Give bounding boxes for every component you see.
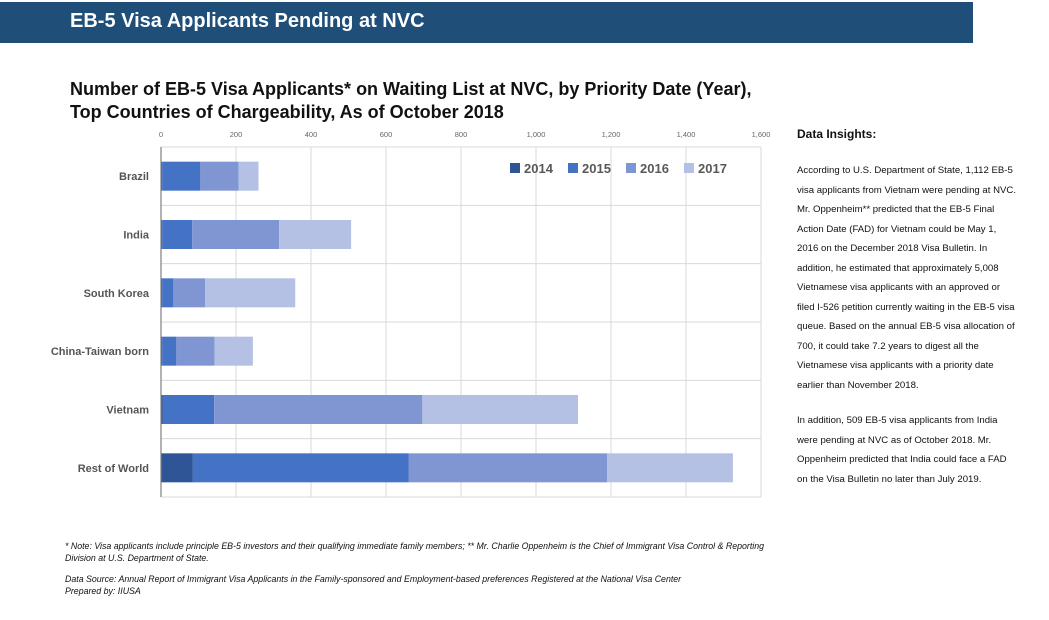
insights-panel: According to U.S. Department of State, 1… [797,161,1017,505]
category-label: India [123,230,150,242]
x-tick-label: 200 [230,130,243,139]
legend-swatch-2015 [568,163,578,173]
bar-2016-vietnam [214,395,423,424]
x-tick-label: 1,000 [527,130,546,139]
prepared-by: Prepared by: IIUSA [65,586,141,596]
bar-2015-vietnam [162,395,215,424]
legend-label-2017: 2017 [698,161,727,176]
bar-2015-rest-of-world [192,453,409,483]
header-banner: EB-5 Visa Applicants Pending at NVC [0,2,973,43]
category-label: Vietnam [106,405,149,417]
bar-2017-brazil [238,161,259,191]
x-tick-label: 0 [159,130,163,139]
bar-2014-vietnam [161,395,163,424]
bar-2014-rest-of-world [161,453,193,483]
bar-2017-rest-of-world [607,453,733,483]
bar-2016-brazil [200,161,239,191]
bar-2017-vietnam [422,395,578,424]
x-tick-label: 1,200 [602,130,621,139]
insights-paragraph-1: According to U.S. Department of State, 1… [797,165,1016,391]
bar-2015-china-taiwan-born [162,336,177,366]
bar-2016-rest-of-world [408,453,608,483]
bar-2017-india [279,220,352,249]
category-label: Brazil [119,171,149,183]
bar-2017-south-korea [205,278,296,308]
bar-2016-india [192,220,280,249]
legend-label-2015: 2015 [582,161,611,176]
data-source-text: Data Source: Annual Report of Immigrant … [65,574,682,584]
legend-label-2016: 2016 [640,161,669,176]
chart-title: Number of EB-5 Visa Applicants* on Waiti… [70,79,752,122]
category-label: South Korea [84,288,150,300]
bar-2016-south-korea [173,278,206,308]
insights-paragraph-2: In addition, 509 EB-5 visa applicants fr… [797,415,1007,485]
page-title: EB-5 Visa Applicants Pending at NVC [70,10,425,32]
category-label: China-Taiwan born [51,346,149,358]
bar-2015-south-korea [162,278,174,308]
x-tick-label: 1,600 [752,130,771,139]
bar-2017-china-taiwan-born [214,336,253,366]
x-tick-label: 1,400 [677,130,696,139]
legend-swatch-2014 [510,163,520,173]
legend-swatch-2016 [626,163,636,173]
bar-2016-china-taiwan-born [176,336,215,366]
insights-heading: Data Insights: [797,127,877,141]
data-source: Data Source: Annual Report of Immigrant … [65,573,785,597]
legend-label-2014: 2014 [524,161,554,176]
bar-2015-brazil [162,161,201,191]
category-label: Rest of World [78,463,149,475]
bar-chart: 0 200 400 600 800 1,000 1,200 1,400 1,600 Brazil I… [51,130,771,498]
bar-2015-india [162,220,193,249]
legend-swatch-2017 [684,163,694,173]
x-tick-label: 600 [380,130,393,139]
x-tick-label: 800 [455,130,468,139]
x-tick-label: 400 [305,130,318,139]
footnote: * Note: Visa applicants include principl… [65,541,765,563]
